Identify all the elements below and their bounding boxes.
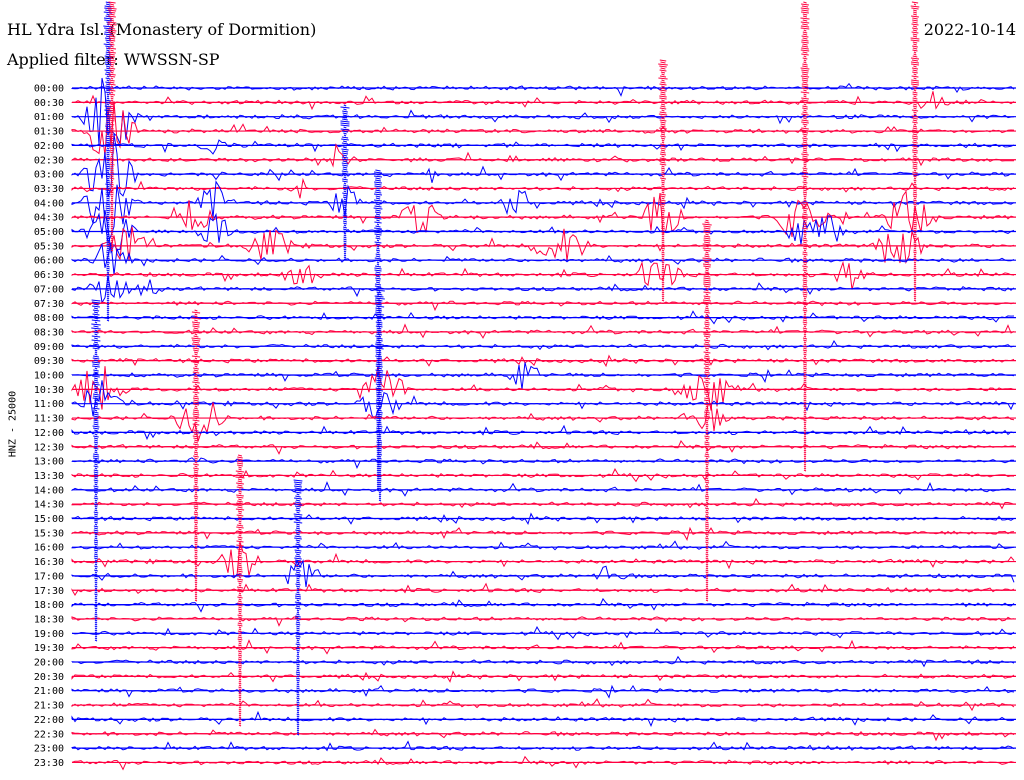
station-title: HL Ydra Isl. (Monastery of Dormition) xyxy=(7,20,317,39)
row-time-label: 22:30 xyxy=(34,729,64,740)
trace-row-0630 xyxy=(71,260,1015,290)
row-time-label: 19:00 xyxy=(34,629,64,640)
row-time-label: 10:30 xyxy=(34,385,64,396)
event-spike xyxy=(293,479,303,736)
row-time-label: 03:30 xyxy=(34,184,64,195)
row-time-label: 07:30 xyxy=(34,299,64,310)
row-time-label: 05:30 xyxy=(34,241,64,252)
row-time-label: 16:00 xyxy=(34,543,64,554)
row-time-label: 04:30 xyxy=(34,213,64,224)
row-time-label: 13:30 xyxy=(34,471,64,482)
event-spike xyxy=(191,309,201,602)
row-time-label: 12:00 xyxy=(34,428,64,439)
row-time-label: 19:30 xyxy=(34,643,64,654)
trace-row-1700 xyxy=(71,559,1015,588)
row-time-label: 22:00 xyxy=(34,715,64,726)
row-time-label: 00:30 xyxy=(34,98,64,109)
row-time-label: 02:00 xyxy=(34,141,64,152)
trace-row-2230 xyxy=(71,728,1015,742)
row-time-label: 14:30 xyxy=(34,500,64,511)
row-time-label: 01:30 xyxy=(34,127,64,138)
trace-row-0130 xyxy=(71,101,1015,157)
event-spike xyxy=(340,104,350,261)
row-time-label: 08:30 xyxy=(34,327,64,338)
trace-row-1400 xyxy=(71,481,1015,497)
event-spike xyxy=(910,1,920,302)
row-time-label: 23:30 xyxy=(34,758,64,769)
event-spike xyxy=(107,1,117,252)
trace-row-1100 xyxy=(71,380,1015,420)
trace-row-2300 xyxy=(71,740,1015,752)
row-time-label: 03:00 xyxy=(34,170,64,181)
trace-row-1730 xyxy=(71,582,1015,596)
row-time-label: 11:30 xyxy=(34,414,64,425)
trace-row-1600 xyxy=(71,540,1015,551)
row-time-label: 21:30 xyxy=(34,701,64,712)
event-spike xyxy=(375,289,385,502)
row-time-label: 18:00 xyxy=(34,600,64,611)
trace-row-1830 xyxy=(71,616,1015,627)
event-spike xyxy=(800,1,810,472)
row-time-label: 13:00 xyxy=(34,457,64,468)
row-time-label: 17:00 xyxy=(34,571,64,582)
trace-row-0600 xyxy=(71,242,1015,275)
trace-row-1930 xyxy=(71,639,1015,655)
trace-row-2330 xyxy=(71,755,1015,771)
trace-row-0030 xyxy=(71,91,1015,111)
trace-row-0000 xyxy=(71,82,1015,97)
trace-row-1300 xyxy=(71,457,1015,469)
row-time-label: 23:00 xyxy=(34,744,64,755)
event-spike xyxy=(235,454,245,727)
row-time-label: 12:30 xyxy=(34,442,64,453)
row-time-label: 17:30 xyxy=(34,586,64,597)
date-label: 2022-10-14 xyxy=(923,20,1016,39)
row-time-label: 21:00 xyxy=(34,686,64,697)
trace-row-0400 xyxy=(71,180,1015,245)
row-time-label: 11:00 xyxy=(34,399,64,410)
trace-row-0200 xyxy=(71,139,1015,155)
trace-row-0830 xyxy=(71,323,1015,339)
event-spike xyxy=(702,219,712,602)
row-time-label: 20:00 xyxy=(34,658,64,669)
row-time-label: 08:00 xyxy=(34,313,64,324)
row-time-label: 16:30 xyxy=(34,557,64,568)
row-time-label: 05:00 xyxy=(34,227,64,238)
row-time-label: 04:00 xyxy=(34,198,64,209)
row-time-label: 10:00 xyxy=(34,371,64,382)
row-time-label: 14:00 xyxy=(34,485,64,496)
row-time-label: 20:30 xyxy=(34,672,64,683)
row-time-label: 18:30 xyxy=(34,614,64,625)
row-time-label: 07:00 xyxy=(34,284,64,295)
trace-row-0900 xyxy=(71,340,1015,351)
row-time-label: 09:00 xyxy=(34,342,64,353)
filter-label: Applied filter: WWSSN-SP xyxy=(7,50,220,69)
trace-row-0230 xyxy=(71,142,1015,168)
trace-row-1000 xyxy=(71,362,1015,390)
row-time-label: 15:30 xyxy=(34,528,64,539)
row-time-label: 06:30 xyxy=(34,270,64,281)
trace-row-1800 xyxy=(71,597,1015,613)
row-time-label: 15:00 xyxy=(34,514,64,525)
event-spike xyxy=(91,299,101,642)
event-spike xyxy=(658,59,668,302)
trace-row-0730 xyxy=(71,300,1015,312)
row-time-label: 06:00 xyxy=(34,256,64,267)
event-spike xyxy=(103,1,113,322)
row-time-label: 01:00 xyxy=(34,112,64,123)
trace-row-2100 xyxy=(71,684,1015,699)
trace-row-1530 xyxy=(71,526,1015,541)
trace-row-1130 xyxy=(71,402,1015,442)
row-time-label: 09:30 xyxy=(34,356,64,367)
row-time-label: 02:30 xyxy=(34,155,64,166)
row-time-label: 00:00 xyxy=(34,84,64,95)
